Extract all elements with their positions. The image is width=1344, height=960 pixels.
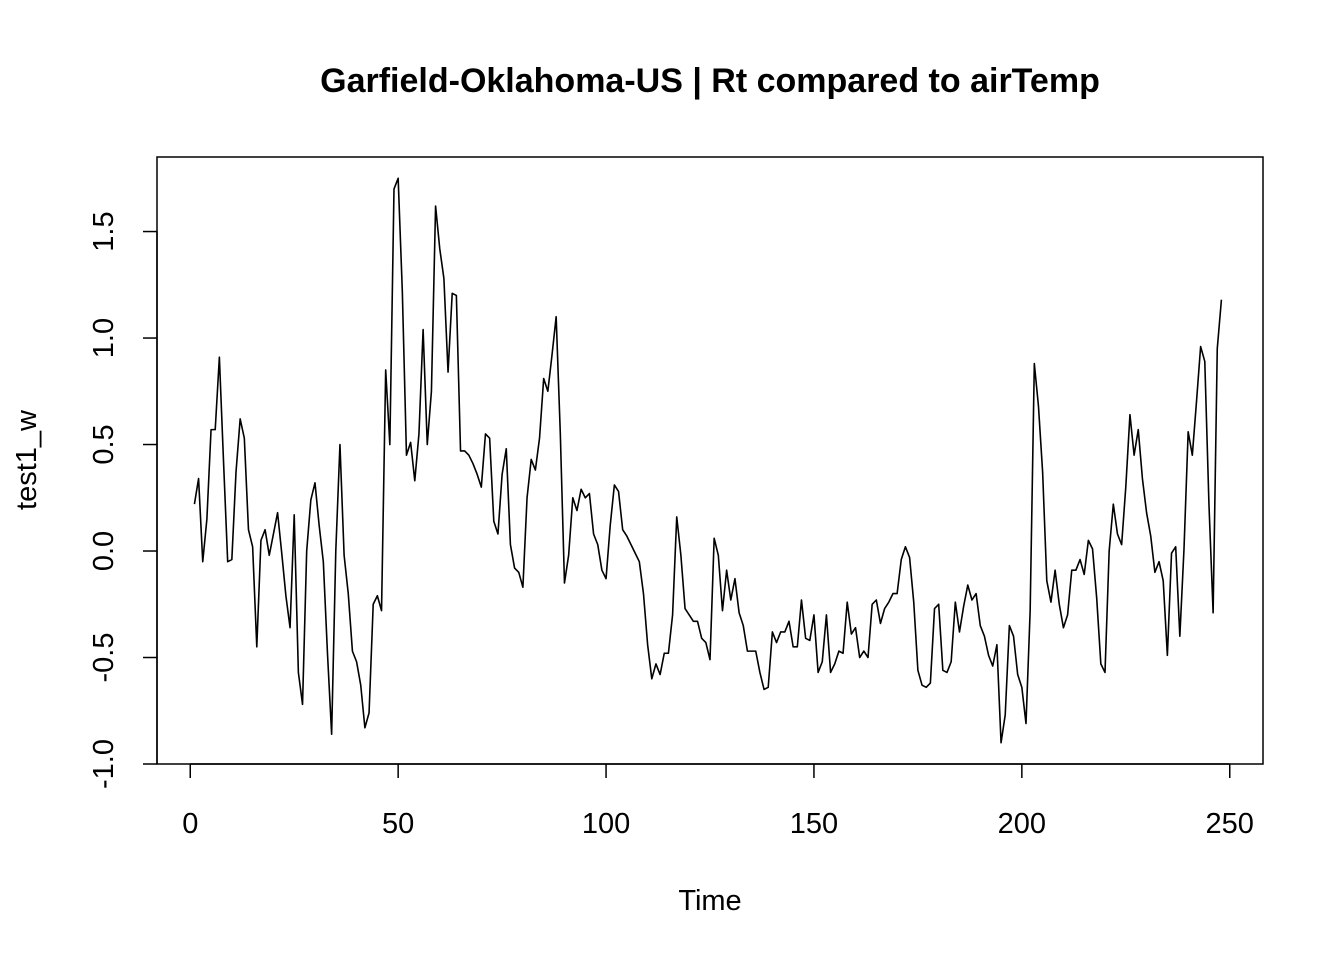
y-axis-label: test1_w — [11, 409, 43, 510]
chart-title: Garfield-Oklahoma-US | Rt compared to ai… — [320, 62, 1100, 100]
x-axis: 0 50 100 150 200 250 — [182, 763, 1254, 840]
y-axis: -1.0 -0.5 0.0 0.5 1.0 1.5 — [88, 211, 158, 789]
x-tick-label: 150 — [790, 808, 838, 840]
plot-frame — [156, 156, 1264, 765]
series-line — [193, 177, 1223, 744]
x-tick-label: 100 — [582, 808, 630, 840]
y-tick-label: 1.5 — [88, 211, 120, 251]
y-tick-label: 1.0 — [88, 318, 120, 358]
y-tick-label: 0.0 — [88, 531, 120, 571]
x-tick-label: 50 — [382, 808, 414, 840]
y-tick-label: -1.0 — [88, 739, 120, 789]
y-tick-label: 0.5 — [88, 424, 120, 464]
x-tick-label: 250 — [1206, 808, 1254, 840]
y-tick-label: -0.5 — [88, 633, 120, 683]
x-tick-label: 200 — [998, 808, 1046, 840]
x-tick-label: 0 — [182, 808, 198, 840]
x-axis-label: Time — [678, 885, 741, 917]
